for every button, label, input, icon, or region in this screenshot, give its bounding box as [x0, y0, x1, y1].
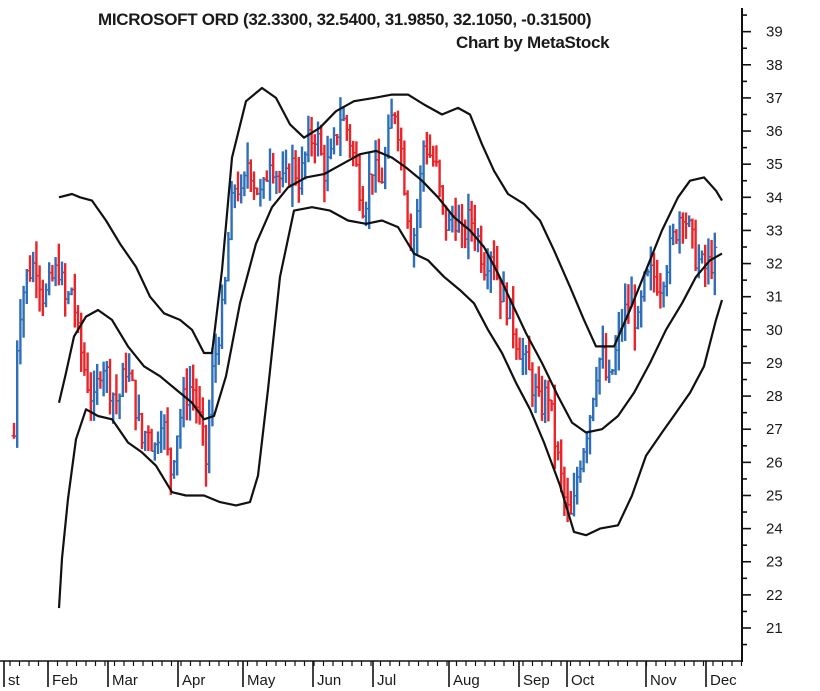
y-tick-label: 36	[766, 123, 783, 140]
x-axis: st Feb Mar Apr May Jun Jul Aug Sep Oct Nov Dec	[0, 660, 743, 689]
x-tick-label: Nov	[650, 672, 677, 689]
y-tick-label: 22	[766, 587, 783, 604]
chart-subtitle: Chart by MetaStock	[456, 33, 610, 52]
x-tick-label: Sep	[523, 672, 550, 689]
x-tick-label: Aug	[453, 672, 480, 689]
y-tick-label: 30	[766, 322, 783, 339]
y-tick-label: 29	[766, 355, 783, 372]
y-tick-label: 33	[766, 222, 783, 239]
envelope-bands	[57, 86, 724, 609]
y-tick-label: 39	[766, 24, 783, 41]
y-tick-label: 21	[766, 620, 783, 637]
chart-title: MICROSOFT ORD (32.3300, 32.5400, 31.9850…	[98, 10, 592, 29]
x-tick-label: st	[8, 672, 21, 689]
y-tick-label: 34	[766, 189, 783, 206]
y-axis: 21 22 23 24 25 26 27 28 29 30 31 32 33 34 35 36 37 38 39	[741, 8, 783, 662]
x-tick-label: Jun	[317, 672, 341, 689]
y-tick-label: 24	[766, 521, 783, 538]
x-tick-label: Mar	[112, 672, 138, 689]
y-tick-label: 25	[766, 487, 783, 504]
lower-band-line	[57, 206, 724, 609]
x-tick-label: Dec	[710, 672, 737, 689]
y-tick-label: 37	[766, 90, 783, 107]
y-tick-label: 26	[766, 454, 783, 471]
price-bars	[11, 97, 718, 523]
x-tick-label: Oct	[571, 672, 595, 689]
y-tick-label: 28	[766, 388, 783, 405]
upper-band-line	[58, 86, 723, 355]
middle-band-line	[57, 149, 723, 434]
y-tick-label: 27	[766, 421, 783, 438]
x-tick-label: Jul	[377, 672, 396, 689]
y-tick-label: 38	[766, 57, 783, 74]
x-tick-label: Feb	[52, 672, 78, 689]
x-tick-label: Apr	[182, 672, 205, 689]
y-tick-label: 23	[766, 554, 783, 571]
y-tick-label: 31	[766, 289, 783, 306]
y-tick-label: 32	[766, 256, 783, 273]
x-tick-label: May	[247, 672, 276, 689]
y-tick-label: 35	[766, 156, 783, 173]
